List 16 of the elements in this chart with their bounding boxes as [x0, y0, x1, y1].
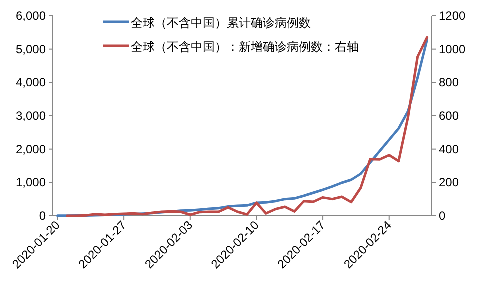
y2-tick-label: 1000 [439, 42, 466, 56]
y2-tick-label: 1200 [439, 9, 466, 23]
y-tick-label: 6,000 [16, 9, 46, 23]
y2-tick-label: 600 [439, 109, 460, 123]
y-tick-label: 2,000 [16, 142, 46, 156]
legend-label: 全球（不含中国）：新增确诊病例数：右轴 [131, 40, 359, 54]
y-tick-label: 1,000 [16, 176, 46, 190]
y-tick-label: 0 [39, 209, 46, 223]
y-tick-label: 5,000 [16, 42, 46, 56]
y2-tick-label: 800 [439, 76, 460, 90]
y-tick-label: 4,000 [16, 76, 46, 90]
y2-tick-label: 0 [439, 209, 446, 223]
legend-label: 全球（不含中国）累计确诊病例数 [131, 16, 311, 30]
y2-tick-label: 400 [439, 142, 460, 156]
y-tick-label: 3,000 [16, 109, 46, 123]
y2-tick-label: 200 [439, 176, 460, 190]
